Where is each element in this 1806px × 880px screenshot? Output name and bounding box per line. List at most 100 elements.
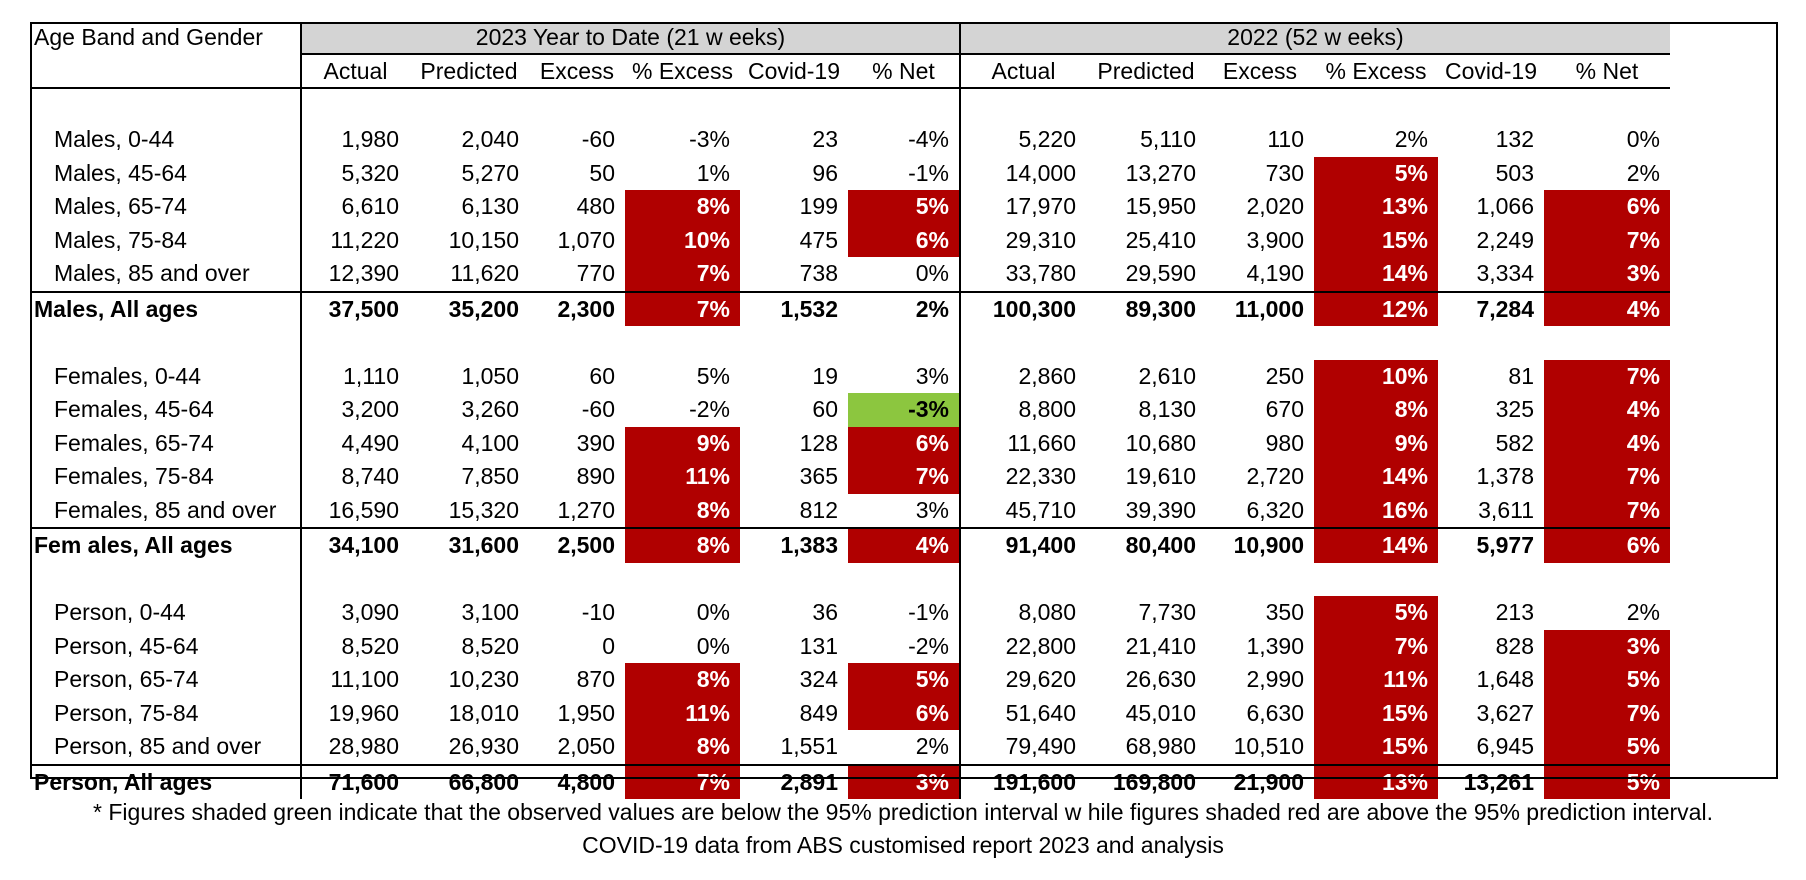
2023-covid19-cell: 96 [812, 159, 838, 186]
2022-actual-cell: 91,400 [959, 527, 1086, 563]
2023-predicted-cell: 26,930 [448, 733, 519, 759]
2022-predicted-cell: 13,270 [1125, 159, 1196, 186]
2022-predicted-cell: 15,950 [1125, 193, 1196, 219]
2023-pct-excess-cell: 8% [625, 730, 740, 765]
spacer-cell [1086, 88, 1206, 123]
col-header-predicted: Predicted [1086, 54, 1206, 89]
2022-predicted-cell: 10,680 [1125, 429, 1196, 456]
2022-pct-net-cell: 4% [1544, 393, 1670, 427]
2023-predicted-cell: 3,260 [461, 396, 519, 422]
total-row: Person, All ages 71,600 66,800 4,800 7% 2,891… [30, 763, 1670, 799]
spacer-cell [1086, 563, 1206, 597]
2023-pct-net-cell: 3% [915, 362, 949, 389]
2022-excess-cell: 10,900 [1206, 527, 1314, 563]
2023-excess-cell: 1,070 [557, 226, 615, 253]
table-row: Males, 45-64 5,320 5,270 50 1% 96 -1% 14,000 13,… [30, 156, 1670, 190]
2022-excess-cell: 250 [1265, 362, 1304, 389]
2023-excess-cell: 50 [589, 159, 615, 186]
2023-actual-cell: 4,490 [341, 429, 399, 456]
2023-actual-cell: 34,100 [301, 527, 409, 563]
2023-excess-cell: 2,300 [529, 290, 625, 326]
2023-predicted-cell: 1,050 [461, 362, 519, 389]
2022-pct-excess-cell: 8% [1314, 393, 1438, 427]
2023-excess-cell: -10 [581, 599, 615, 625]
2022-pct-net-cell: 0% [1626, 126, 1660, 152]
spacer-cell [1206, 563, 1314, 597]
2023-covid19-cell: 1,532 [740, 290, 848, 326]
2022-pct-excess-cell: 15% [1314, 730, 1438, 765]
2022-pct-excess-cell: 14% [1314, 527, 1438, 563]
2023-covid19-cell: 131 [799, 632, 838, 659]
table-row: Person, 65-74 11,100 10,230 870 8% 324 5% 29,62… [30, 663, 1670, 697]
2022-predicted-cell: 19,610 [1125, 463, 1196, 489]
row-label: Person, 75-84 [30, 696, 302, 730]
2022-actual-cell: 45,710 [959, 493, 1086, 528]
spacer-cell [1314, 563, 1438, 597]
row-label: Males, 85 and over [30, 257, 302, 292]
2022-covid19-cell: 5,977 [1438, 527, 1544, 563]
2022-predicted-cell: 169,800 [1086, 763, 1206, 799]
2023-covid19-cell: 365 [799, 463, 838, 489]
2023-covid19-cell: 60 [812, 396, 838, 422]
2023-predicted-cell: 66,800 [409, 763, 529, 799]
2022-actual-cell: 191,600 [959, 763, 1086, 799]
spacer-cell [529, 88, 625, 123]
2023-predicted-cell: 31,600 [409, 527, 529, 563]
2023-pct-net-cell: 6% [848, 696, 960, 730]
2023-actual-cell: 11,220 [330, 226, 399, 253]
2023-actual-cell: 19,960 [328, 699, 399, 726]
table-row: Males, 85 and over 12,390 11,620 770 7% 738 0%… [30, 257, 1670, 292]
2023-actual-cell: 8,740 [341, 463, 399, 489]
2023-pct-net-cell: 2% [915, 733, 949, 759]
2022-actual-cell: 8,080 [959, 596, 1086, 630]
spacer-cell [1206, 326, 1314, 360]
2023-predicted-cell: 2,040 [461, 126, 519, 152]
header-group-row: Age Band and Gender 2023 Year to Date (2… [30, 22, 1670, 89]
col-header-pct-net: % Net [1544, 54, 1670, 89]
2023-pct-excess-cell: -2% [689, 396, 730, 422]
spacer-cell [409, 326, 529, 360]
2022-pct-net-cell: 4% [1544, 290, 1670, 326]
2023-pct-net-cell: 4% [848, 527, 960, 563]
row-label: Females, 85 and over [30, 493, 302, 528]
spacer-cell [959, 326, 1086, 360]
spacer-cell [1438, 88, 1544, 123]
2022-pct-excess-cell: 5% [1314, 596, 1438, 630]
spacer-cell [848, 563, 960, 597]
row-label: Person, All ages [30, 763, 302, 799]
2023-pct-excess-cell: 7% [625, 763, 740, 799]
2023-actual-cell: 1,110 [343, 362, 399, 389]
2022-covid19-cell: 3,611 [1478, 496, 1534, 523]
2022-actual-cell: 100,300 [959, 290, 1086, 326]
2022-actual-cell: 22,800 [959, 629, 1086, 663]
2023-pct-net-cell: 3% [915, 496, 949, 523]
2023-covid19-cell: 1,551 [780, 733, 838, 759]
2023-pct-net-cell: -4% [908, 126, 949, 152]
2022-pct-net-cell: 3% [1544, 629, 1670, 663]
table-row: Person, 85 and over 28,980 26,930 2,050 8% 1,… [30, 730, 1670, 765]
2022-pct-excess-cell: 5% [1314, 156, 1438, 190]
2023-actual-cell: 37,500 [301, 290, 409, 326]
2022-predicted-cell: 26,630 [1125, 666, 1196, 692]
spacer-cell [30, 326, 302, 360]
2022-pct-net-cell: 2% [1626, 599, 1660, 625]
row-label: Fem ales, All ages [30, 527, 302, 563]
2022-predicted-cell: 25,410 [1125, 226, 1196, 253]
2023-predicted-cell: 6,130 [461, 193, 519, 219]
col-header-excess: Excess [1206, 54, 1314, 89]
2022-pct-net-cell: 5% [1544, 663, 1670, 697]
2023-excess-cell: 4,800 [529, 763, 625, 799]
2023-pct-excess-cell: 7% [625, 290, 740, 326]
2022-pct-excess-cell: 13% [1314, 763, 1438, 799]
group-header-2022: 2022 (52 w eeks) [959, 22, 1670, 55]
2023-pct-net-cell: -1% [908, 599, 949, 625]
2023-pct-net-cell: -1% [908, 159, 949, 186]
col-header-pct-excess: % Excess [1314, 54, 1438, 89]
2023-predicted-cell: 10,150 [448, 226, 519, 253]
2022-pct-net-cell: 6% [1544, 190, 1670, 224]
2022-covid19-cell: 3,334 [1476, 260, 1534, 286]
2023-pct-excess-cell: 8% [625, 663, 740, 697]
2023-excess-cell: 480 [576, 193, 615, 219]
2022-excess-cell: 350 [1265, 599, 1304, 625]
2022-pct-excess-cell: 10% [1314, 359, 1438, 393]
